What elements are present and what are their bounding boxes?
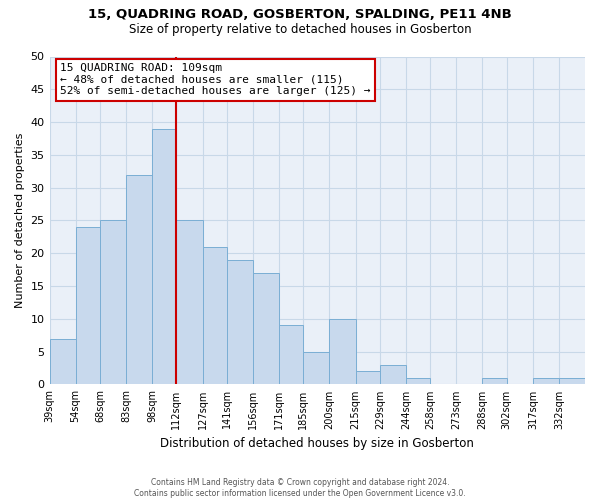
Bar (227, 260, 253, 384)
Bar (559, 378, 585, 384)
Bar (533, 378, 559, 384)
Text: Contains HM Land Registry data © Crown copyright and database right 2024.
Contai: Contains HM Land Registry data © Crown c… (134, 478, 466, 498)
Bar (482, 378, 507, 384)
Bar (279, 326, 304, 384)
Y-axis label: Number of detached properties: Number of detached properties (15, 133, 25, 308)
Bar (152, 128, 176, 384)
Text: 15, QUADRING ROAD, GOSBERTON, SPALDING, PE11 4NB: 15, QUADRING ROAD, GOSBERTON, SPALDING, … (88, 8, 512, 20)
Bar (406, 378, 430, 384)
Bar (329, 319, 356, 384)
Bar (253, 273, 279, 384)
Bar (304, 352, 329, 384)
Text: 15 QUADRING ROAD: 109sqm
← 48% of detached houses are smaller (115)
52% of semi-: 15 QUADRING ROAD: 109sqm ← 48% of detach… (60, 63, 371, 96)
Bar (126, 174, 152, 384)
X-axis label: Distribution of detached houses by size in Gosberton: Distribution of detached houses by size … (160, 437, 474, 450)
Bar (76, 227, 100, 384)
Bar (100, 220, 126, 384)
Bar (356, 372, 380, 384)
Bar (203, 246, 227, 384)
Text: Size of property relative to detached houses in Gosberton: Size of property relative to detached ho… (128, 22, 472, 36)
Bar (380, 365, 406, 384)
Bar (176, 220, 203, 384)
Bar (50, 338, 76, 384)
